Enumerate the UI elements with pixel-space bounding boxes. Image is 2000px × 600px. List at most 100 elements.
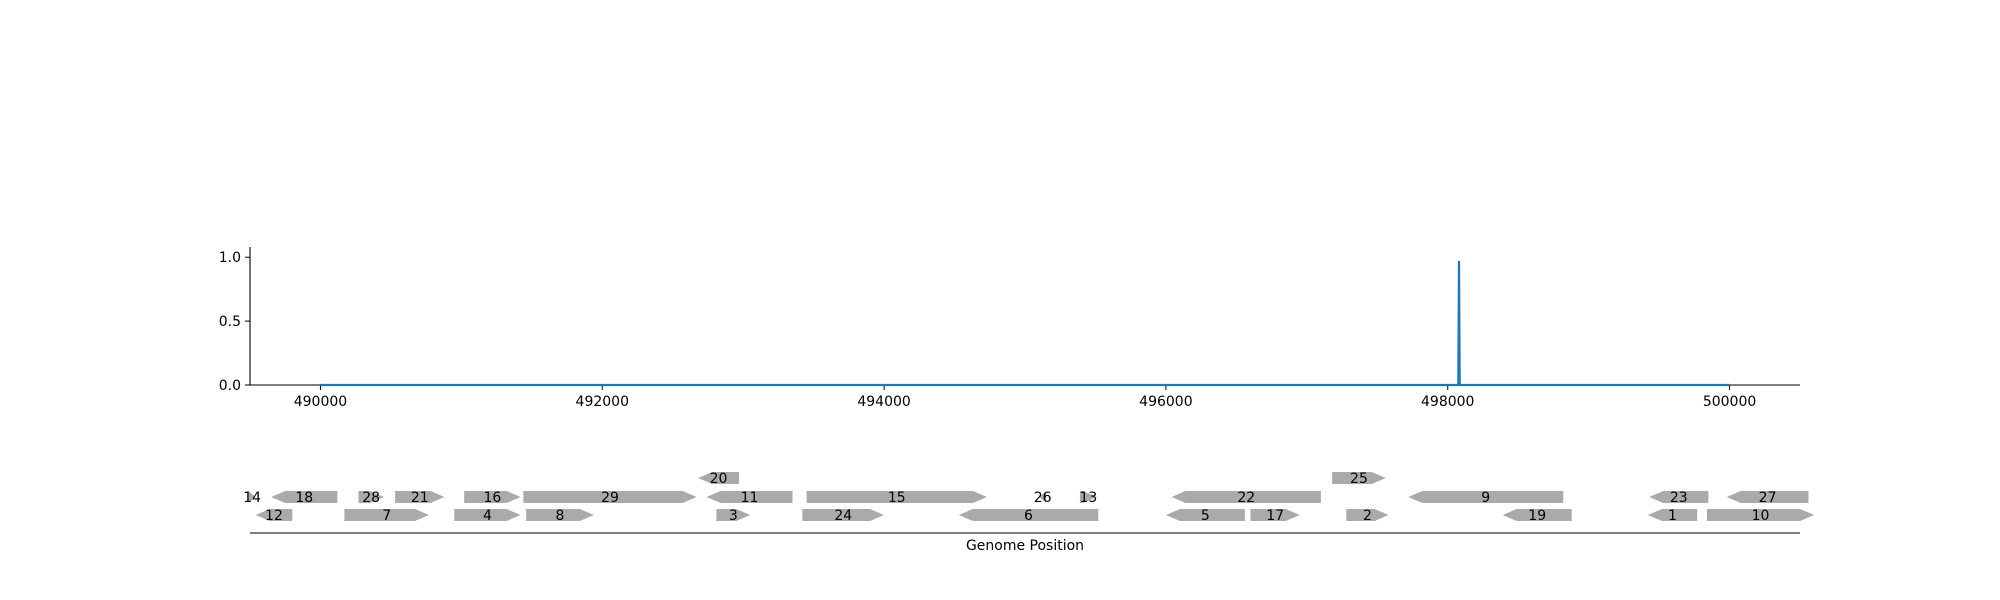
gene-feature: 12 <box>255 508 293 524</box>
series-layer <box>320 261 1730 387</box>
gene-feature: 14 <box>243 490 261 506</box>
gene-arrow <box>454 509 521 521</box>
gene-label: 29 <box>601 490 619 506</box>
gene-label: 23 <box>1670 490 1688 506</box>
gene-feature: 20 <box>698 471 739 487</box>
gene-label: 22 <box>1237 490 1255 506</box>
gene-arrow <box>344 509 429 521</box>
y-tick-label: 0.5 <box>219 314 241 330</box>
gene-arrow <box>1079 491 1097 503</box>
gene-label: 25 <box>1350 471 1368 487</box>
gene-arrow <box>806 491 987 503</box>
gene-label: 28 <box>362 490 380 506</box>
gene-label: 7 <box>382 508 391 524</box>
x-tick-label: 492000 <box>576 394 629 410</box>
gene-feature: 13 <box>1079 490 1097 506</box>
gene-feature: 26 <box>1034 490 1052 506</box>
gene-label: 2 <box>1363 508 1372 524</box>
y-tick-label: 0.0 <box>219 378 241 394</box>
gene-feature: 4 <box>454 508 521 524</box>
gene-label: 9 <box>1481 490 1490 506</box>
gene-feature: 19 <box>1502 508 1572 524</box>
x-tick-label: 496000 <box>1139 394 1192 410</box>
gene-feature: 2 <box>1346 508 1389 524</box>
coverage-series-line <box>320 261 1730 387</box>
gene-feature: 5 <box>1165 508 1245 524</box>
gene-label: 5 <box>1201 508 1210 524</box>
coverage-plot: 490000 492000 494000 496000 498000 500000 0.0… <box>219 247 1800 410</box>
gene-feature: 7 <box>344 508 429 524</box>
gene-label: 4 <box>483 508 492 524</box>
gene-arrow <box>1250 509 1300 521</box>
gene-arrow <box>1171 491 1321 503</box>
gene-feature: 25 <box>1332 471 1386 487</box>
gene-label: 27 <box>1759 490 1777 506</box>
gene-feature: 6 <box>958 508 1099 524</box>
gene-label: 13 <box>1079 490 1097 506</box>
x-tick-label: 498000 <box>1421 394 1474 410</box>
gene-feature: 17 <box>1250 508 1300 524</box>
gene-arrow <box>523 491 697 503</box>
gene-feature: 16 <box>464 490 521 506</box>
gene-feature: 1 <box>1647 508 1698 524</box>
gene-label: 10 <box>1752 508 1770 524</box>
x-tick-label: 490000 <box>294 394 347 410</box>
gene-label: 3 <box>729 508 738 524</box>
x-axis-ticks: 490000 492000 494000 496000 498000 500000 <box>294 385 1756 410</box>
gene-feature: 22 <box>1171 490 1321 506</box>
gene-arrow <box>1346 509 1389 521</box>
gene-feature: 21 <box>395 490 445 506</box>
gene-feature: 28 <box>358 490 384 506</box>
gene-feature: 24 <box>802 508 885 524</box>
gene-label: 19 <box>1528 508 1546 524</box>
gene-label: 21 <box>411 490 429 506</box>
gene-arrow <box>248 491 256 503</box>
gene-label: 18 <box>295 490 313 506</box>
gene-feature: 11 <box>706 490 793 506</box>
gene-arrow <box>1707 509 1815 521</box>
gene-label: 20 <box>710 471 728 487</box>
gene-label: 11 <box>741 490 759 506</box>
gene-label: 1 <box>1668 508 1677 524</box>
gene-feature: 27 <box>1726 490 1809 506</box>
gene-feature: 8 <box>526 508 594 524</box>
gene-feature: 18 <box>271 490 338 506</box>
gene-label: 24 <box>834 508 852 524</box>
gene-arrow <box>706 491 793 503</box>
gene-arrow <box>698 472 739 484</box>
gene-arrow <box>255 509 293 521</box>
gene-arrow <box>1502 509 1572 521</box>
features-layer: 12 7 4 8 3 24 6 5 17 2 19 1 10 14 18 28 21 16 29 11 15 26 13 22… <box>243 471 1815 524</box>
gene-arrow <box>716 509 751 521</box>
gene-arrow <box>1165 509 1245 521</box>
gene-label: 8 <box>556 508 565 524</box>
gene-arrow <box>958 509 1099 521</box>
gene-arrow <box>1647 509 1698 521</box>
gene-label: 6 <box>1024 508 1033 524</box>
gene-label: 15 <box>888 490 906 506</box>
gene-arrow <box>1039 491 1047 503</box>
gene-track-xlabel: Genome Position <box>966 538 1084 554</box>
gene-track: 12 7 4 8 3 24 6 5 17 2 19 1 10 14 18 28 21 16 29 11 15 26 13 22… <box>243 471 1815 554</box>
gene-arrow <box>526 509 594 521</box>
gene-feature: 15 <box>806 490 987 506</box>
gene-arrow <box>395 491 445 503</box>
x-tick-label: 494000 <box>857 394 910 410</box>
y-tick-label: 1.0 <box>219 250 241 266</box>
gene-label: 26 <box>1034 490 1052 506</box>
gene-label: 16 <box>483 490 501 506</box>
gene-arrow <box>802 509 885 521</box>
gene-label: 14 <box>243 490 261 506</box>
gene-arrow <box>358 491 384 503</box>
x-tick-label: 500000 <box>1703 394 1756 410</box>
gene-feature: 3 <box>716 508 751 524</box>
y-axis-ticks: 0.0 0.5 1.0 <box>219 250 250 394</box>
gene-label: 12 <box>265 508 283 524</box>
gene-arrow <box>1649 491 1709 503</box>
gene-arrow <box>1726 491 1809 503</box>
gene-feature: 23 <box>1649 490 1709 506</box>
gene-arrow <box>464 491 521 503</box>
gene-feature: 29 <box>523 490 697 506</box>
gene-feature: 9 <box>1408 490 1564 506</box>
